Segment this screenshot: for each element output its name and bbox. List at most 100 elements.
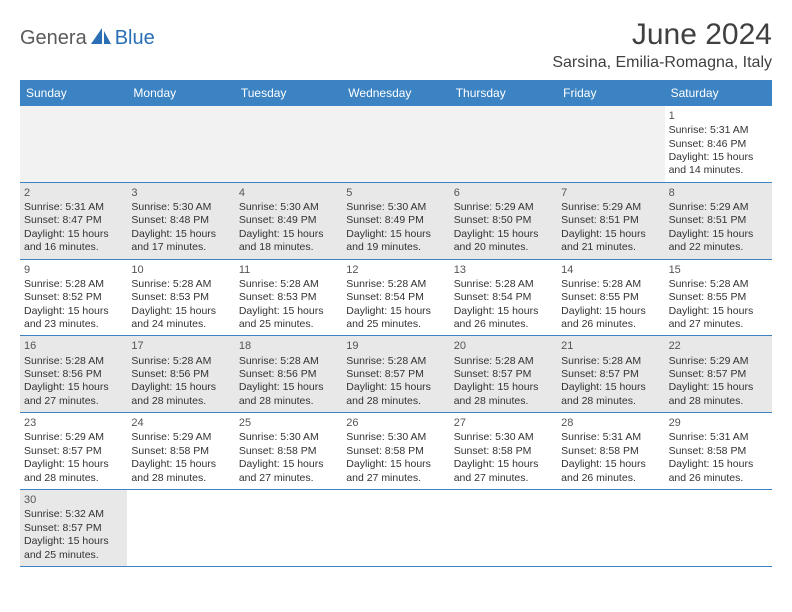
sunrise-text: Sunrise: 5:29 AM xyxy=(669,201,768,214)
weekday-header: Thursday xyxy=(450,80,557,106)
sunset-text: Sunset: 8:58 PM xyxy=(131,445,230,458)
weekday-header: Wednesday xyxy=(342,80,449,106)
sunset-text: Sunset: 8:46 PM xyxy=(669,138,768,151)
sunset-text: Sunset: 8:58 PM xyxy=(561,445,660,458)
calendar-cell-empty xyxy=(342,106,449,183)
sunrise-text: Sunrise: 5:31 AM xyxy=(24,201,123,214)
sunset-text: Sunset: 8:56 PM xyxy=(239,368,338,381)
daylight-text: Daylight: 15 hours and 28 minutes. xyxy=(454,381,553,408)
sunrise-text: Sunrise: 5:28 AM xyxy=(131,355,230,368)
day-number: 1 xyxy=(669,109,768,123)
day-number: 20 xyxy=(454,339,553,353)
calendar-cell: 17Sunrise: 5:28 AMSunset: 8:56 PMDayligh… xyxy=(127,336,234,413)
sunrise-text: Sunrise: 5:30 AM xyxy=(346,431,445,444)
sunrise-text: Sunrise: 5:29 AM xyxy=(24,431,123,444)
day-number: 8 xyxy=(669,186,768,200)
sunrise-text: Sunrise: 5:28 AM xyxy=(454,278,553,291)
sunrise-text: Sunrise: 5:29 AM xyxy=(669,355,768,368)
day-number: 4 xyxy=(239,186,338,200)
sunrise-text: Sunrise: 5:30 AM xyxy=(346,201,445,214)
sunset-text: Sunset: 8:49 PM xyxy=(239,214,338,227)
calendar-cell: 7Sunrise: 5:29 AMSunset: 8:51 PMDaylight… xyxy=(557,183,664,260)
weekday-header: Saturday xyxy=(665,80,772,106)
daylight-text: Daylight: 15 hours and 27 minutes. xyxy=(669,305,768,332)
day-number: 6 xyxy=(454,186,553,200)
daylight-text: Daylight: 15 hours and 28 minutes. xyxy=(561,381,660,408)
daylight-text: Daylight: 15 hours and 21 minutes. xyxy=(561,228,660,255)
day-number: 22 xyxy=(669,339,768,353)
calendar-cell: 2Sunrise: 5:31 AMSunset: 8:47 PMDaylight… xyxy=(20,183,127,260)
day-number: 24 xyxy=(131,416,230,430)
logo-text-2: Blue xyxy=(115,27,155,50)
title-block: June 2024 Sarsina, Emilia-Romagna, Italy xyxy=(552,18,772,72)
calendar-cell: 15Sunrise: 5:28 AMSunset: 8:55 PMDayligh… xyxy=(665,260,772,337)
sunrise-text: Sunrise: 5:29 AM xyxy=(454,201,553,214)
calendar-cell: 25Sunrise: 5:30 AMSunset: 8:58 PMDayligh… xyxy=(235,413,342,490)
sunrise-text: Sunrise: 5:29 AM xyxy=(561,201,660,214)
sunrise-text: Sunrise: 5:31 AM xyxy=(669,124,768,137)
daylight-text: Daylight: 15 hours and 25 minutes. xyxy=(346,305,445,332)
daylight-text: Daylight: 15 hours and 26 minutes. xyxy=(561,458,660,485)
sunset-text: Sunset: 8:57 PM xyxy=(669,368,768,381)
logo-sail-icon xyxy=(89,26,113,51)
calendar-cell: 30Sunrise: 5:32 AMSunset: 8:57 PMDayligh… xyxy=(20,490,127,567)
sunset-text: Sunset: 8:58 PM xyxy=(346,445,445,458)
daylight-text: Daylight: 15 hours and 16 minutes. xyxy=(24,228,123,255)
calendar-cell: 8Sunrise: 5:29 AMSunset: 8:51 PMDaylight… xyxy=(665,183,772,260)
sunset-text: Sunset: 8:58 PM xyxy=(239,445,338,458)
day-number: 16 xyxy=(24,339,123,353)
sunset-text: Sunset: 8:55 PM xyxy=(561,291,660,304)
daylight-text: Daylight: 15 hours and 28 minutes. xyxy=(131,458,230,485)
sunset-text: Sunset: 8:54 PM xyxy=(346,291,445,304)
sunrise-text: Sunrise: 5:28 AM xyxy=(239,355,338,368)
calendar-cell-empty xyxy=(127,490,234,567)
sunset-text: Sunset: 8:54 PM xyxy=(454,291,553,304)
calendar-cell: 1Sunrise: 5:31 AMSunset: 8:46 PMDaylight… xyxy=(665,106,772,183)
day-number: 12 xyxy=(346,263,445,277)
sunrise-text: Sunrise: 5:28 AM xyxy=(669,278,768,291)
daylight-text: Daylight: 15 hours and 17 minutes. xyxy=(131,228,230,255)
calendar-cell: 6Sunrise: 5:29 AMSunset: 8:50 PMDaylight… xyxy=(450,183,557,260)
calendar-cell: 10Sunrise: 5:28 AMSunset: 8:53 PMDayligh… xyxy=(127,260,234,337)
day-number: 14 xyxy=(561,263,660,277)
sunset-text: Sunset: 8:57 PM xyxy=(24,522,123,535)
weekday-header: Sunday xyxy=(20,80,127,106)
sunset-text: Sunset: 8:49 PM xyxy=(346,214,445,227)
sunset-text: Sunset: 8:57 PM xyxy=(346,368,445,381)
calendar-cell: 16Sunrise: 5:28 AMSunset: 8:56 PMDayligh… xyxy=(20,336,127,413)
calendar-cell: 18Sunrise: 5:28 AMSunset: 8:56 PMDayligh… xyxy=(235,336,342,413)
sunset-text: Sunset: 8:56 PM xyxy=(24,368,123,381)
calendar-cell: 9Sunrise: 5:28 AMSunset: 8:52 PMDaylight… xyxy=(20,260,127,337)
day-number: 21 xyxy=(561,339,660,353)
calendar-cell-empty xyxy=(450,106,557,183)
sunset-text: Sunset: 8:57 PM xyxy=(454,368,553,381)
calendar-cell: 22Sunrise: 5:29 AMSunset: 8:57 PMDayligh… xyxy=(665,336,772,413)
sunset-text: Sunset: 8:51 PM xyxy=(669,214,768,227)
sunset-text: Sunset: 8:48 PM xyxy=(131,214,230,227)
daylight-text: Daylight: 15 hours and 24 minutes. xyxy=(131,305,230,332)
calendar-cell-empty xyxy=(557,106,664,183)
header: Genera Blue June 2024 Sarsina, Emilia-Ro… xyxy=(20,18,772,72)
day-number: 26 xyxy=(346,416,445,430)
logo-text-1: Genera xyxy=(20,27,87,50)
daylight-text: Daylight: 15 hours and 23 minutes. xyxy=(24,305,123,332)
calendar-cell-empty xyxy=(127,106,234,183)
daylight-text: Daylight: 15 hours and 26 minutes. xyxy=(561,305,660,332)
sunrise-text: Sunrise: 5:28 AM xyxy=(561,355,660,368)
calendar-cell: 4Sunrise: 5:30 AMSunset: 8:49 PMDaylight… xyxy=(235,183,342,260)
day-number: 10 xyxy=(131,263,230,277)
calendar-cell: 24Sunrise: 5:29 AMSunset: 8:58 PMDayligh… xyxy=(127,413,234,490)
sunrise-text: Sunrise: 5:30 AM xyxy=(454,431,553,444)
daylight-text: Daylight: 15 hours and 25 minutes. xyxy=(24,535,123,562)
day-number: 7 xyxy=(561,186,660,200)
logo: Genera Blue xyxy=(20,18,155,51)
daylight-text: Daylight: 15 hours and 25 minutes. xyxy=(239,305,338,332)
sunrise-text: Sunrise: 5:28 AM xyxy=(346,355,445,368)
calendar-cell-empty xyxy=(557,490,664,567)
calendar-cell-empty xyxy=(235,490,342,567)
calendar-cell-empty xyxy=(342,490,449,567)
daylight-text: Daylight: 15 hours and 27 minutes. xyxy=(346,458,445,485)
daylight-text: Daylight: 15 hours and 28 minutes. xyxy=(24,458,123,485)
daylight-text: Daylight: 15 hours and 27 minutes. xyxy=(239,458,338,485)
sunset-text: Sunset: 8:56 PM xyxy=(131,368,230,381)
